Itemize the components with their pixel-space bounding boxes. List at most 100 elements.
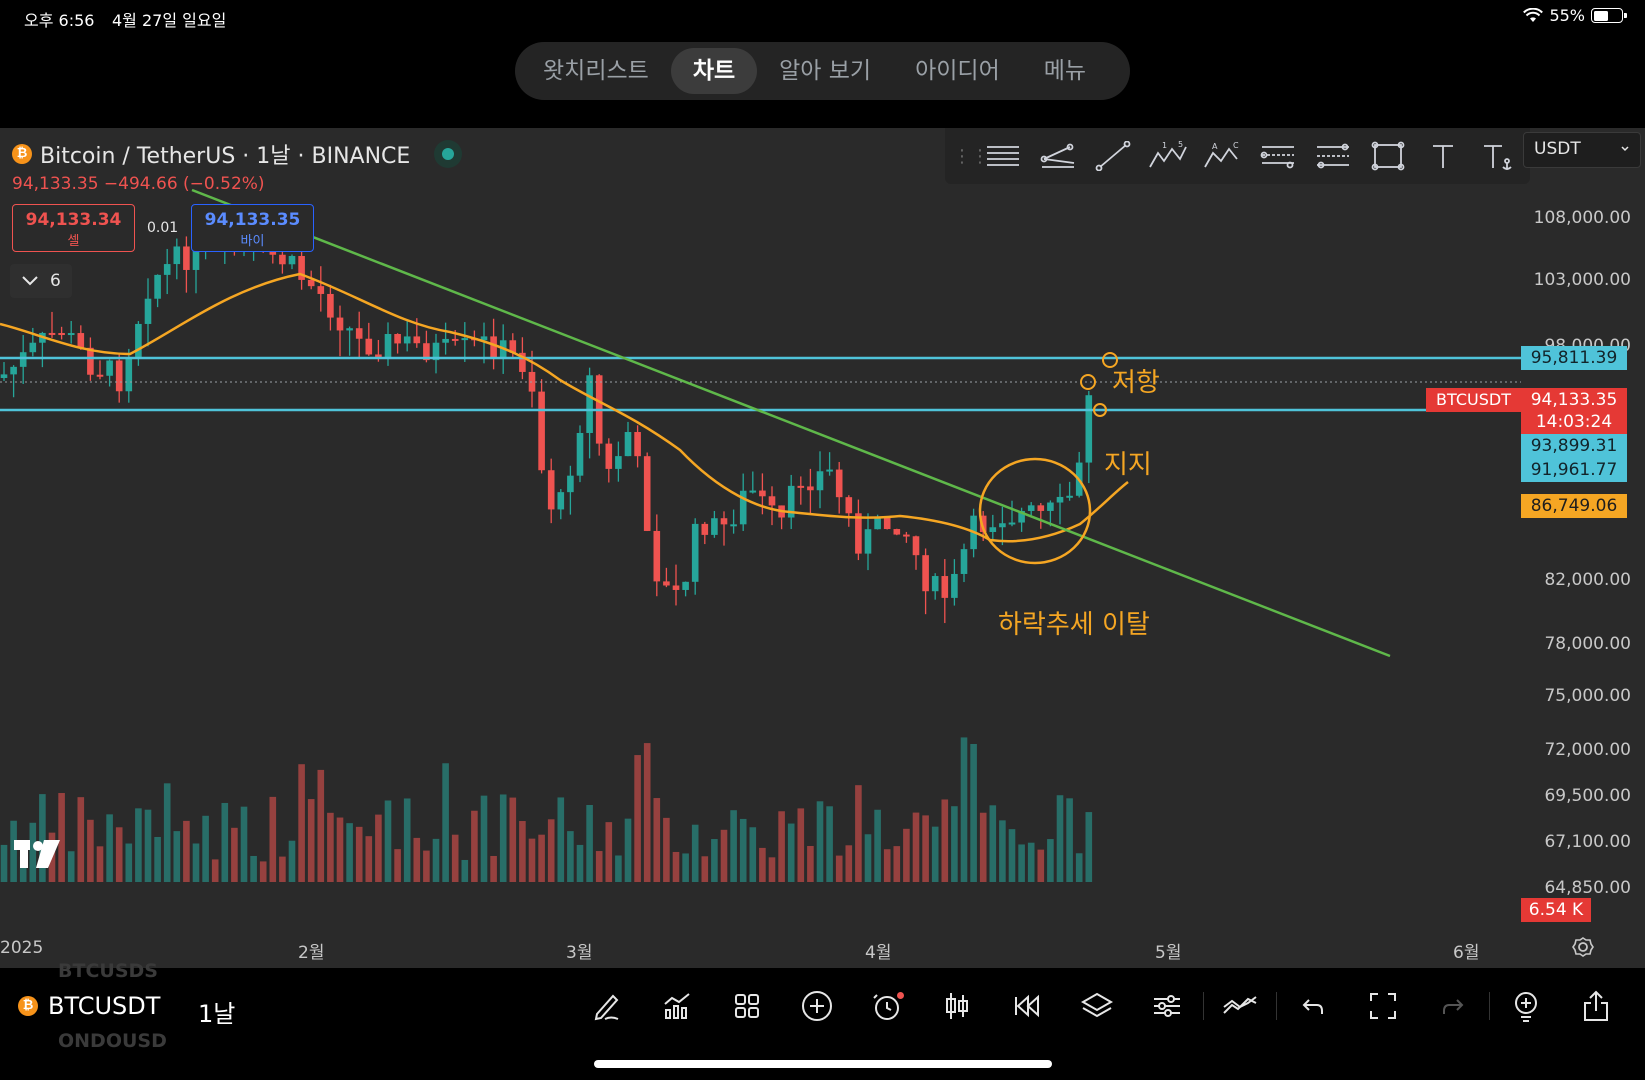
tradingview-logo[interactable]	[14, 838, 64, 870]
price-axis-label: 103,000.00	[1533, 270, 1631, 290]
volume-bar	[394, 849, 401, 882]
volume-bar	[298, 764, 305, 882]
battery-percent: 55%	[1549, 6, 1585, 25]
candle-body	[759, 490, 766, 497]
text-icon[interactable]	[1415, 131, 1470, 181]
volume-bar	[96, 846, 104, 882]
rectangle-icon[interactable]	[1360, 131, 1415, 181]
settings-icon[interactable]	[1132, 984, 1202, 1028]
time-axis-label: 2025	[0, 938, 44, 958]
candle-body	[989, 527, 997, 533]
volume-bar	[1085, 812, 1093, 882]
volume-bar	[365, 836, 373, 882]
chart-settings-icon[interactable]	[1572, 936, 1594, 958]
volume-bar	[269, 796, 277, 882]
volume-bar	[835, 855, 843, 882]
indicators-icon[interactable]	[642, 984, 712, 1028]
indicators-toggle[interactable]: 6	[10, 264, 72, 298]
volume-bar	[163, 783, 171, 882]
currency-select[interactable]: USDT	[1523, 132, 1641, 168]
pen-icon[interactable]	[572, 984, 642, 1028]
volume-bar	[595, 851, 603, 882]
anchored-text-icon[interactable]	[1470, 131, 1525, 181]
volume-bar	[10, 820, 17, 882]
tab-chart[interactable]: 차트	[670, 48, 758, 94]
volume-bar	[480, 795, 488, 882]
volume-bar	[221, 802, 229, 882]
plus-icon[interactable]	[782, 984, 852, 1028]
volume-bar	[154, 836, 161, 882]
redo-icon[interactable]	[1418, 984, 1488, 1028]
undo-icon[interactable]	[1278, 984, 1348, 1028]
volume-bar	[643, 743, 651, 882]
add-idea-icon[interactable]	[1491, 984, 1561, 1028]
candle-body	[730, 524, 737, 527]
candle-body	[605, 443, 613, 469]
candle-body	[912, 536, 920, 556]
symbol-header[interactable]: ₿ Bitcoin / TetherUS · 1날 · BINANCE	[12, 138, 463, 170]
volume-bar	[135, 808, 142, 882]
sell-price: 94,133.34	[25, 210, 122, 230]
share-icon[interactable]	[1561, 984, 1631, 1028]
drag-handle-icon[interactable]: ⋮⋮	[953, 145, 989, 167]
symbol-selector[interactable]: ₿ BTCUSDT	[18, 992, 160, 1020]
bottom-toolbar	[572, 984, 1631, 1028]
trend-line-icon[interactable]	[1085, 131, 1140, 181]
volume-bar	[39, 794, 46, 882]
fib-fan-icon[interactable]	[1030, 131, 1085, 181]
horizontal-lines-icon[interactable]	[975, 131, 1030, 181]
candle-body	[672, 585, 680, 590]
layers-icon[interactable]	[1062, 984, 1132, 1028]
candle-body	[67, 333, 75, 336]
volume-bar	[423, 850, 430, 882]
candle-body	[1056, 496, 1064, 503]
volume-bar	[768, 857, 776, 882]
candle-body	[307, 279, 315, 287]
fullscreen-icon[interactable]	[1348, 984, 1418, 1028]
toolbar-divider	[1203, 992, 1204, 1020]
chart-area[interactable]: ₿ Bitcoin / TetherUS · 1날 · BINANCE 94,1…	[0, 128, 1645, 968]
tab-ideas[interactable]: 아이디어	[915, 58, 1000, 84]
downtrend-line	[191, 188, 1391, 658]
candle-body	[423, 343, 430, 361]
tab-menu[interactable]: 메뉴	[1043, 58, 1087, 84]
volume-bar	[1066, 798, 1073, 882]
volume-bar	[336, 817, 344, 882]
fib-retracement-icon[interactable]	[1250, 131, 1305, 181]
chevron-down-icon	[1621, 146, 1629, 152]
candle-body	[999, 523, 1006, 528]
volume-bar	[490, 855, 497, 882]
toolbar-divider	[1489, 992, 1490, 1020]
volume-bar	[451, 834, 459, 882]
volume-bar	[672, 851, 680, 882]
parallel-channel-icon[interactable]	[1305, 131, 1360, 181]
volume-bar	[58, 793, 65, 882]
alert-icon[interactable]	[852, 984, 922, 1028]
symbol-title: Bitcoin / TetherUS · 1날 · BINANCE	[40, 144, 411, 169]
volume-bar	[1008, 829, 1016, 882]
price-axis-label: 78,000.00	[1544, 634, 1631, 654]
tab-explore[interactable]: 알아 보기	[779, 58, 872, 84]
candle-body	[835, 469, 843, 498]
volume-bar	[634, 755, 641, 882]
interval-selector[interactable]: 1날	[198, 1000, 236, 1028]
candle-body	[125, 358, 133, 392]
volume-bar	[970, 743, 977, 882]
price-chart[interactable]	[0, 128, 1645, 968]
candle-body	[163, 264, 171, 275]
price-axis-label: 67,100.00	[1544, 832, 1631, 852]
candle-body	[87, 347, 94, 375]
volume-tag: 6.54 K	[1521, 898, 1591, 922]
compare-icon[interactable]	[1205, 984, 1275, 1028]
buy-button[interactable]: 94,133.35 바이	[191, 204, 314, 252]
volume-bar	[211, 859, 219, 882]
layout-icon[interactable]	[712, 984, 782, 1028]
replay-icon[interactable]	[992, 984, 1062, 1028]
candles-icon[interactable]	[922, 984, 992, 1028]
volume-bar	[202, 815, 209, 882]
sell-button[interactable]: 94,133.34 셀	[12, 204, 135, 252]
tab-watchlist[interactable]: 왓치리스트	[543, 58, 649, 84]
